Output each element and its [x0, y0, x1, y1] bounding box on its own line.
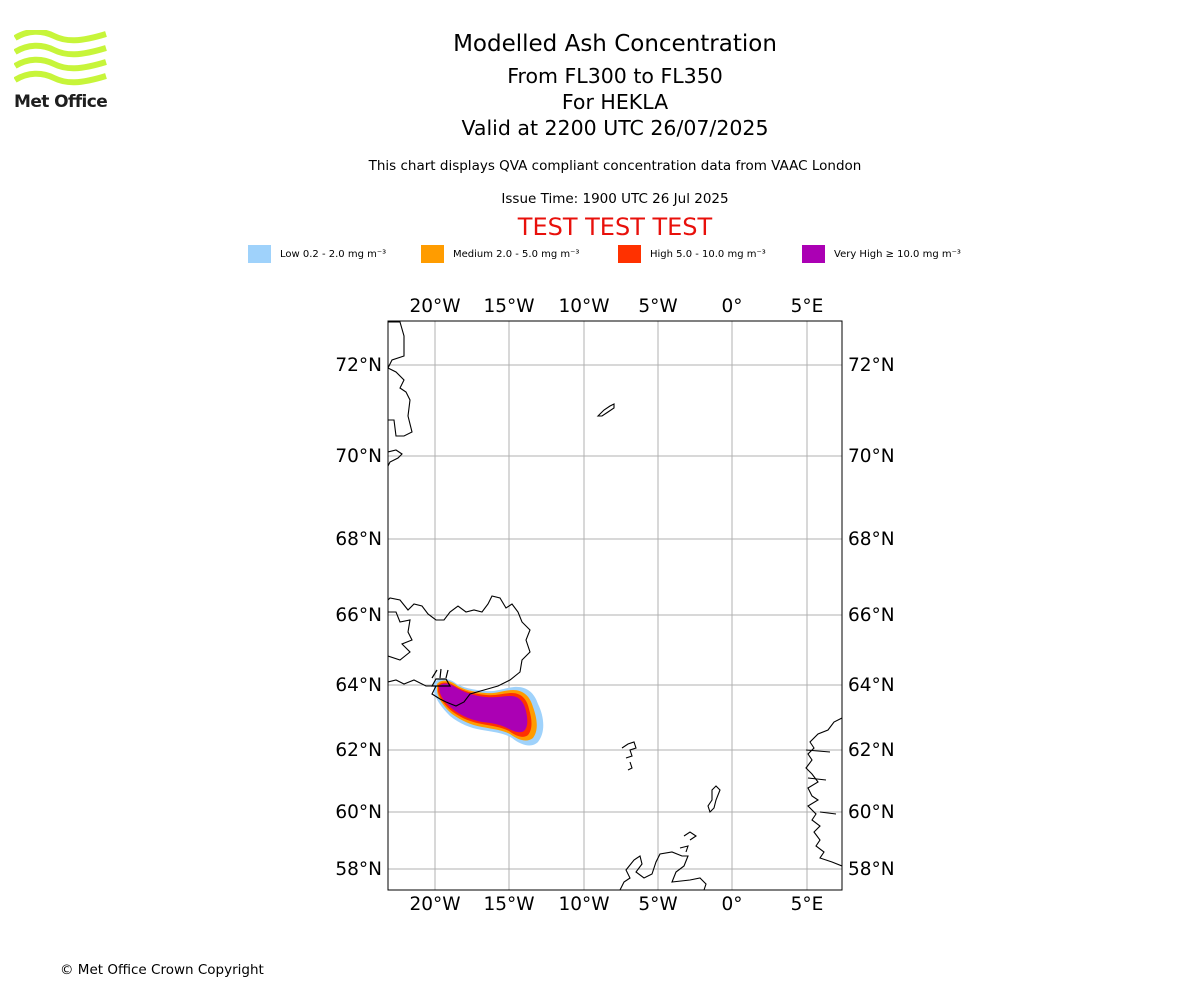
coast-norway [805, 717, 842, 867]
lat-label-right-66n: 66°N [848, 605, 895, 626]
lon-label-top-5w: 5°W [638, 296, 677, 317]
lat-label-left-70n: 70°N [335, 446, 382, 467]
legend-label-high: High 5.0 - 10.0 mg m⁻³ [650, 248, 766, 260]
coast-shetland [707, 785, 721, 814]
legend-item-very-high: Very High ≥ 10.0 mg m⁻³ [802, 245, 961, 263]
lat-label-left-60n: 60°N [335, 802, 382, 823]
graticule [388, 321, 842, 890]
legend-swatch-medium [421, 245, 444, 263]
legend-swatch-high [618, 245, 641, 263]
lon-label-bottom-0: 0° [721, 894, 742, 915]
lat-label-left-58n: 58°N [335, 859, 382, 880]
lon-label-top-0: 0° [721, 296, 742, 317]
lon-label-bottom-15w: 15°W [483, 894, 534, 915]
chart-title: Modelled Ash Concentration [453, 31, 777, 57]
volcano-name: For HEKLA [561, 90, 669, 114]
lat-label-right-62n: 62°N [848, 740, 895, 761]
lat-label-left-68n: 68°N [335, 529, 382, 550]
coast-scotland [619, 851, 707, 890]
qva-note: This chart displays QVA compliant concen… [368, 158, 862, 174]
coastlines [388, 321, 842, 890]
coast-iceland-westfjord [388, 611, 413, 661]
lat-label-right-64n: 64°N [848, 675, 895, 696]
lon-label-bottom-10w: 10°W [558, 894, 609, 915]
legend-item-low: Low 0.2 - 2.0 mg m⁻³ [248, 245, 386, 263]
volcano-source-icon [430, 668, 452, 687]
latitude-labels-left: 72°N 70°N 68°N 66°N 64°N 62°N 60°N 58°N [335, 355, 382, 880]
coast-iceland [388, 595, 531, 707]
lon-label-bottom-20w: 20°W [409, 894, 460, 915]
lat-label-left-62n: 62°N [335, 740, 382, 761]
copyright-notice: © Met Office Crown Copyright [60, 962, 264, 978]
coast-faroes [621, 741, 637, 771]
coast-norway-islands [805, 749, 837, 815]
logo-wordmark: Met Office [14, 92, 108, 112]
lat-label-right-68n: 68°N [848, 529, 895, 550]
lat-label-left-64n: 64°N [335, 675, 382, 696]
legend-label-very-high: Very High ≥ 10.0 mg m⁻³ [834, 248, 961, 260]
legend-label-medium: Medium 2.0 - 5.0 mg m⁻³ [453, 248, 580, 260]
plume-very-high [439, 683, 528, 733]
test-banner: TEST TEST TEST [517, 213, 713, 241]
lat-label-right-60n: 60°N [848, 802, 895, 823]
lat-label-left-66n: 66°N [335, 605, 382, 626]
lon-label-top-5e: 5°E [791, 296, 824, 317]
legend-item-medium: Medium 2.0 - 5.0 mg m⁻³ [421, 245, 579, 263]
coast-greenland [388, 321, 413, 437]
legend-swatch-low [248, 245, 271, 263]
map-frame [387, 320, 843, 891]
lon-label-top-20w: 20°W [409, 296, 460, 317]
latitude-labels-right: 72°N 70°N 68°N 66°N 64°N 62°N 60°N 58°N [848, 355, 895, 880]
legend-label-low: Low 0.2 - 2.0 mg m⁻³ [280, 248, 387, 260]
lat-label-left-72n: 72°N [335, 355, 382, 376]
lat-label-right-70n: 70°N [848, 446, 895, 467]
lon-label-bottom-5e: 5°E [791, 894, 824, 915]
legend: Low 0.2 - 2.0 mg m⁻³ Medium 2.0 - 5.0 mg… [0, 245, 1200, 265]
longitude-labels: 20°W 15°W 10°W 5°W 0° 5°E 20°W 15°W 10°W… [409, 296, 823, 915]
met-office-logo [14, 30, 107, 86]
legend-swatch-very-high [802, 245, 825, 263]
lon-label-top-10w: 10°W [558, 296, 609, 317]
coast-orkney [679, 831, 697, 853]
lat-label-right-72n: 72°N [848, 355, 895, 376]
lon-label-bottom-5w: 5°W [638, 894, 677, 915]
flight-levels: From FL300 to FL350 [507, 64, 723, 88]
ash-plume [434, 678, 544, 746]
valid-time: Valid at 2200 UTC 26/07/2025 [461, 116, 769, 140]
legend-item-high: High 5.0 - 10.0 mg m⁻³ [618, 245, 766, 263]
lat-label-right-58n: 58°N [848, 859, 895, 880]
issue-time: Issue Time: 1900 UTC 26 Jul 2025 [501, 191, 729, 207]
lon-label-top-15w: 15°W [483, 296, 534, 317]
coast-jan-mayen [596, 403, 615, 417]
coast-greenland-south [388, 449, 403, 467]
